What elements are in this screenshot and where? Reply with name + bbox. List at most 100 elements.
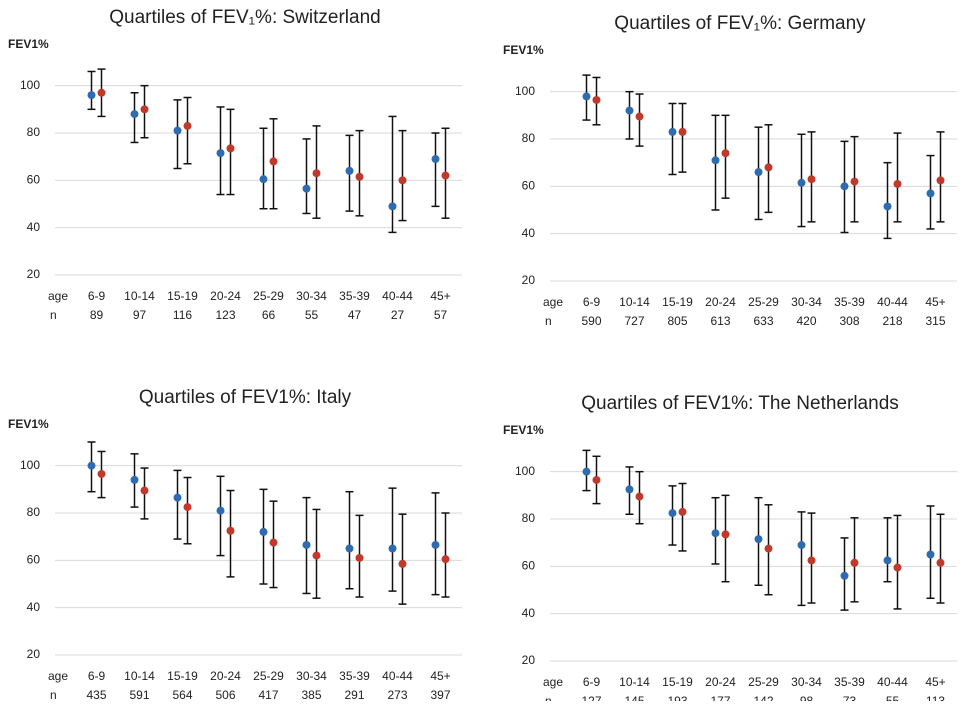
- median-dot: [711, 156, 720, 165]
- x-row-label: age: [543, 675, 563, 689]
- x-tick-label: 35-39: [339, 289, 370, 303]
- median-dot: [893, 179, 902, 188]
- n-label: 116: [173, 308, 192, 322]
- n-label: 385: [301, 688, 321, 701]
- n-label: 98: [800, 694, 814, 701]
- n-label: 273: [387, 688, 407, 701]
- median-dot: [226, 144, 235, 153]
- x-tick-label: 45+: [430, 669, 450, 683]
- x-tick-label: 6-9: [583, 675, 601, 689]
- x-tick-label: 30-34: [296, 669, 327, 683]
- median-dot: [668, 127, 677, 136]
- median-dot: [441, 555, 450, 564]
- n-label: 435: [86, 688, 106, 701]
- median-dot: [345, 544, 354, 553]
- median-dot: [840, 571, 849, 580]
- x-row-label: age: [48, 669, 68, 683]
- median-dot: [87, 461, 96, 470]
- chart: Quartiles of FEV₁%: Switzerland FEV1% 20 40…: [8, 7, 462, 322]
- median-dot: [592, 95, 601, 104]
- x-tick-label: 25-29: [253, 289, 284, 303]
- n-label: 177: [710, 694, 730, 701]
- y-tick-label: 80: [27, 505, 41, 519]
- y-tick-label: 20: [522, 653, 536, 667]
- median-dot: [216, 149, 225, 158]
- median-dot: [764, 163, 773, 172]
- median-dot: [355, 553, 364, 562]
- median-dot: [226, 526, 235, 535]
- x-tick-label: 20-24: [705, 295, 736, 309]
- y-tick-label: 20: [522, 273, 536, 287]
- x-tick-label: 40-44: [877, 295, 908, 309]
- y-tick-label: 100: [515, 84, 535, 98]
- y-tick-label: 40: [522, 226, 536, 240]
- n-label: 89: [90, 308, 104, 322]
- median-dot: [807, 556, 816, 565]
- median-dot: [883, 556, 892, 565]
- median-dot: [635, 112, 644, 121]
- median-dot: [936, 558, 945, 567]
- x-tick-label: 20-24: [210, 669, 241, 683]
- median-dot: [259, 527, 268, 536]
- y-tick-label: 80: [522, 511, 536, 525]
- median-dot: [431, 155, 440, 164]
- n-label: 218: [882, 314, 902, 328]
- median-dot: [302, 540, 311, 549]
- chart: Quartiles of FEV1%: Italy FEV1% 20 40 60 80 10…: [8, 387, 462, 702]
- y-tick-label: 20: [27, 267, 41, 281]
- x-tick-label: 45+: [925, 675, 945, 689]
- n-label: 417: [258, 688, 278, 701]
- n-label: 506: [215, 688, 235, 701]
- median-dot: [582, 467, 591, 476]
- chart: Quartiles of FEV₁%: Germany FEV1% 20 40 60 80…: [503, 13, 957, 328]
- median-dot: [269, 538, 278, 547]
- median-dot: [711, 529, 720, 538]
- median-dot: [140, 105, 149, 114]
- n-label: 308: [839, 314, 859, 328]
- x-tick-label: 25-29: [748, 295, 779, 309]
- y-tick-label: 60: [522, 559, 536, 573]
- chart-title: Quartiles of FEV1%: The Netherlands: [581, 393, 899, 414]
- x-tick-label: 25-29: [748, 675, 779, 689]
- chart: Quartiles of FEV1%: The Netherlands FEV1%…: [503, 393, 957, 706]
- x-tick-label: 10-14: [619, 295, 650, 309]
- n-label: 123: [215, 308, 235, 322]
- median-dot: [850, 558, 859, 567]
- median-dot: [140, 486, 149, 495]
- chart-title: Quartiles of FEV₁%: Germany: [614, 13, 866, 34]
- median-dot: [431, 540, 440, 549]
- y-tick-label: 60: [27, 173, 41, 187]
- x-tick-label: 30-34: [791, 295, 822, 309]
- median-dot: [883, 202, 892, 211]
- x-tick-label: 45+: [430, 289, 450, 303]
- x-tick-label: 20-24: [210, 289, 241, 303]
- n-row-label: n: [50, 308, 57, 322]
- y-tick-label: 60: [522, 179, 536, 193]
- median-dot: [678, 507, 687, 516]
- n-label: 315: [925, 314, 945, 328]
- x-tick-label: 6-9: [88, 289, 106, 303]
- median-dot: [668, 509, 677, 518]
- median-dot: [797, 178, 806, 187]
- n-label: 142: [753, 694, 773, 701]
- x-tick-label: 40-44: [382, 289, 413, 303]
- x-tick-label: 25-29: [253, 669, 284, 683]
- median-dot: [312, 551, 321, 560]
- median-dot: [388, 544, 397, 553]
- y-tick-label: 60: [27, 553, 41, 567]
- median-dot: [926, 189, 935, 198]
- x-tick-label: 40-44: [382, 669, 413, 683]
- median-dot: [312, 169, 321, 178]
- median-dot: [302, 184, 311, 193]
- chart-title: Quartiles of FEV1%: Italy: [139, 387, 352, 408]
- x-tick-label: 15-19: [662, 675, 693, 689]
- n-label: 55: [305, 308, 319, 322]
- median-dot: [635, 492, 644, 501]
- n-label: 805: [667, 314, 687, 328]
- median-dot: [183, 503, 192, 512]
- n-label: 420: [796, 314, 816, 328]
- x-tick-label: 35-39: [339, 669, 370, 683]
- median-dot: [183, 121, 192, 130]
- y-tick-label: 100: [20, 78, 40, 92]
- x-tick-label: 15-19: [167, 669, 198, 683]
